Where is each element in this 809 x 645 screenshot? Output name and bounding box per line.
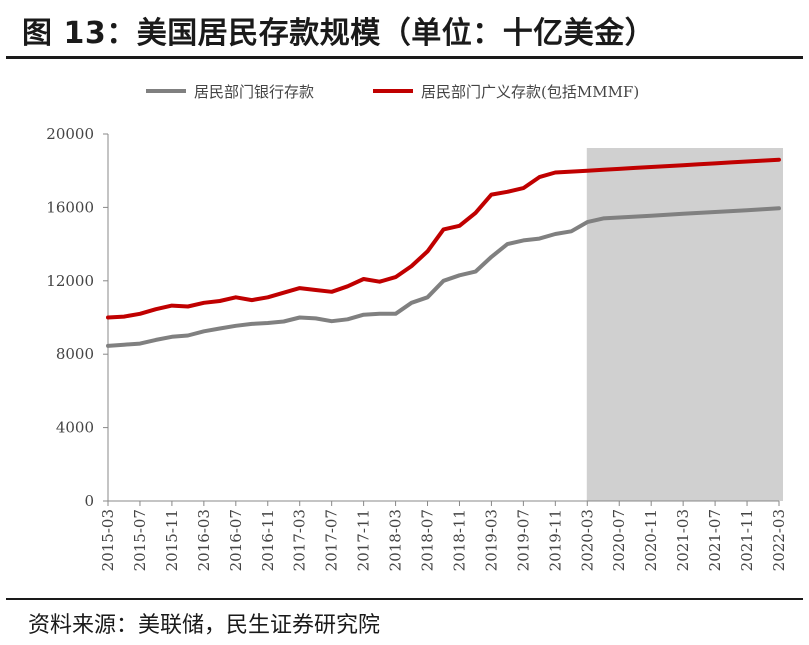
x-tick-label: 2017-11 [355, 509, 373, 571]
legend-label-2: 居民部门广义存款(包括MMMF) [421, 83, 639, 101]
series-layer [106, 157, 781, 348]
line-chart: 0 4000 8000 12000 16000 20000 2015-03 2015-07 20… [46, 83, 788, 571]
x-tick-label: 2015-11 [163, 509, 181, 571]
axes: 0 4000 8000 12000 16000 20000 2015-03 2015-07 20… [46, 125, 788, 571]
y-tick-label: 4000 [56, 419, 94, 437]
x-tick-label: 2016-03 [195, 509, 213, 571]
figure-header: 图 13：美国居民存款规模（单位：十亿美金） [0, 0, 809, 59]
x-tick-label: 2018-11 [450, 509, 468, 571]
shaded-period [586, 148, 783, 501]
legend-label-1: 居民部门银行存款 [194, 83, 314, 101]
x-tick-label: 2016-11 [259, 509, 277, 571]
legend: 居民部门银行存款 居民部门广义存款(包括MMMF) [146, 83, 639, 101]
footer-divider [6, 598, 803, 600]
shaded-period-layer [586, 148, 783, 501]
y-tick-label: 12000 [46, 272, 94, 290]
x-tick-label: 2020-07 [610, 509, 628, 571]
x-tick-label: 2015-03 [99, 509, 117, 571]
x-tick-label: 2017-03 [291, 509, 309, 571]
x-tick-label: 2021-07 [706, 509, 724, 571]
figure-title: 图 13：美国居民存款规模（单位：十亿美金） [22, 16, 656, 51]
x-tick-label: 2015-07 [131, 509, 149, 571]
x-tick-label: 2018-03 [387, 509, 405, 571]
x-tick-label: 2018-07 [419, 509, 437, 571]
series-line-1 [106, 206, 781, 348]
y-tick-label: 0 [84, 492, 94, 510]
series-line-2 [106, 157, 781, 320]
x-tick-label: 2020-11 [642, 509, 660, 571]
x-tick-label: 2019-03 [482, 509, 500, 571]
x-tick-label: 2021-11 [738, 509, 756, 571]
x-tick-label: 2021-03 [674, 509, 692, 571]
x-tick-label: 2020-03 [578, 509, 596, 571]
y-tick-label: 16000 [46, 198, 94, 216]
source-note: 资料来源：美联储，民生证券研究院 [28, 613, 381, 638]
y-tick-label: 20000 [46, 125, 94, 143]
y-tick-label: 8000 [56, 345, 94, 363]
x-tick-label: 2016-07 [227, 509, 245, 571]
x-tick-label: 2017-07 [323, 509, 341, 571]
x-tick-label: 2019-07 [514, 509, 532, 571]
x-tick-label: 2022-03 [770, 509, 788, 571]
x-tick-label: 2019-11 [546, 509, 564, 571]
header-divider [6, 56, 803, 59]
